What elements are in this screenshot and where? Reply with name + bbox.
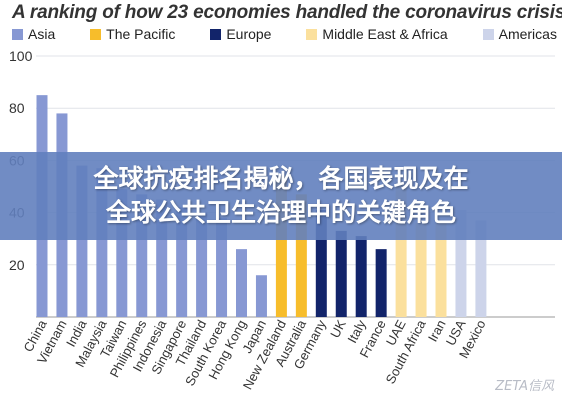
legend-label: Asia bbox=[28, 26, 56, 42]
y-tick-label: 20 bbox=[9, 257, 25, 273]
legend-item-asia: Asia bbox=[12, 26, 55, 42]
bar-south-korea bbox=[216, 217, 228, 317]
legend-swatch bbox=[482, 28, 494, 40]
bar-philippines bbox=[136, 194, 148, 317]
legend: Asia The Pacific Europe Middle East & Afric… bbox=[12, 25, 557, 43]
headline-banner: 全球抗疫排名揭秘，各国表现及在 全球公共卫生治理中的关键角色 bbox=[0, 152, 562, 240]
bar-taiwan bbox=[116, 189, 128, 317]
legend-item-americas: Americas bbox=[482, 26, 557, 42]
bar-new-zealand bbox=[275, 176, 287, 317]
bar-singapore bbox=[176, 207, 188, 317]
legend-swatch bbox=[210, 28, 222, 40]
legend-label: Americas bbox=[498, 26, 557, 42]
bar-iran bbox=[435, 223, 447, 317]
watermark: ZETA信风 bbox=[495, 379, 554, 394]
legend-label: Middle East & Africa bbox=[322, 26, 448, 42]
legend-label: Europe bbox=[226, 26, 272, 42]
legend-swatch bbox=[306, 28, 318, 40]
headline-line-1: 全球抗疫排名揭秘，各国表现及在 bbox=[93, 164, 469, 193]
headline-line-2: 全球公共卫生治理中的关键角色 bbox=[105, 198, 456, 227]
bar-thailand bbox=[196, 212, 208, 317]
bar-malaysia bbox=[96, 168, 108, 317]
bar-india bbox=[76, 165, 88, 317]
bar-mexico bbox=[475, 220, 487, 317]
legend-label: The Pacific bbox=[106, 26, 176, 42]
legend-swatch bbox=[90, 28, 102, 40]
y-tick-label: 100 bbox=[9, 48, 33, 64]
bar-south-africa bbox=[415, 223, 427, 317]
chart-title: A ranking of how 23 economies handled th… bbox=[12, 2, 562, 23]
bar-australia bbox=[295, 194, 307, 317]
bar-indonesia bbox=[156, 199, 168, 317]
bar-italy bbox=[355, 236, 367, 317]
bar-uk bbox=[335, 230, 347, 317]
bar-japan bbox=[255, 275, 267, 317]
legend-swatch bbox=[12, 28, 23, 40]
bar-usa bbox=[455, 209, 467, 317]
y-tick-label: 80 bbox=[9, 100, 25, 116]
bar-germany bbox=[315, 209, 327, 317]
legend-item-europe: Europe bbox=[210, 26, 271, 42]
bar-uae bbox=[395, 181, 407, 317]
bar-hong-kong bbox=[236, 249, 247, 317]
legend-item-the-pacific: The Pacific bbox=[90, 26, 175, 42]
x-axis-labels: ChinaVietnamIndiaMalaysiaTaiwanPhilippin… bbox=[20, 317, 488, 392]
bar-france bbox=[375, 249, 387, 317]
legend-item-middle-east-africa: Middle East & Africa bbox=[306, 26, 448, 42]
